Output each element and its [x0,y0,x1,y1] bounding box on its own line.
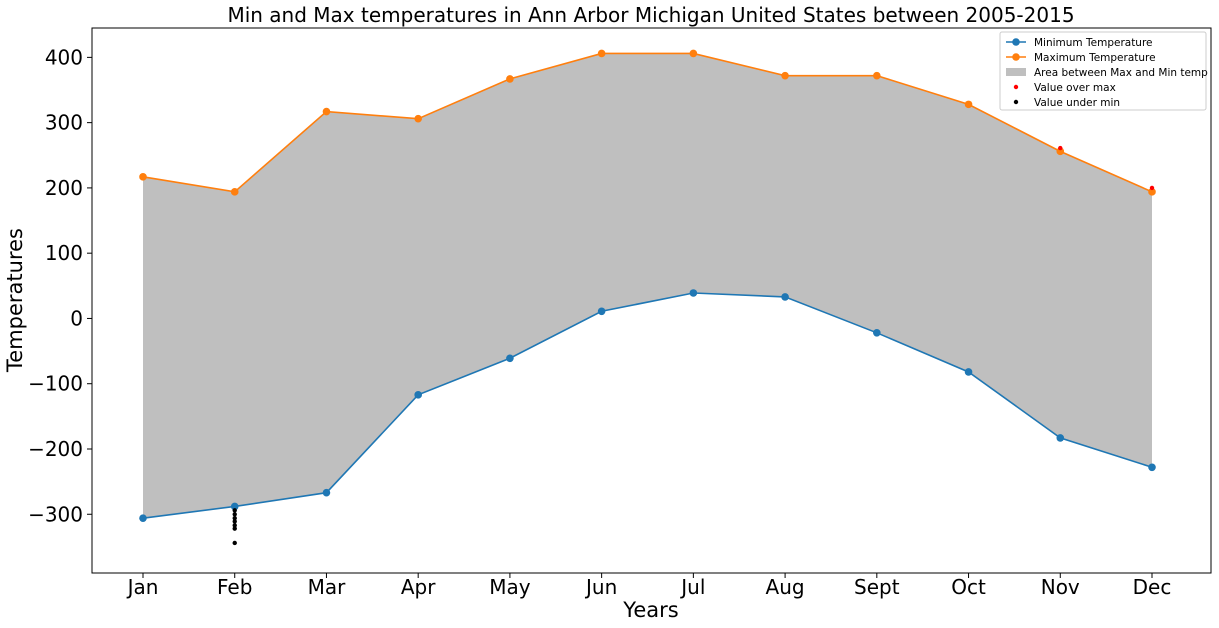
scatter-over-max-1 [1149,185,1155,191]
point-max-mar [322,107,331,116]
point-min-may [506,354,514,363]
legend-marker [1012,53,1020,61]
x-tick-label: Mar [308,575,347,599]
point-min-aug [781,293,789,301]
point-min-jan [139,514,147,522]
scatter-under-min-6 [232,540,237,546]
axis-ticks: Jan Feb Mar Apr May Jun Jul Aug Sept Oct Nov Dec −30… [28,45,1171,599]
y-tick-label: −300 [28,502,83,526]
legend-label: Value under min [1034,97,1120,109]
legend-label: Area between Max and Min temp [1034,67,1208,79]
legend-patch [1006,68,1026,76]
point-min-sept [873,329,881,337]
y-tick-label: −200 [28,437,83,461]
y-axis-label: Temperatures [3,228,27,373]
scatter-under-min-3 [232,519,237,524]
y-tick-label: 0 [70,306,83,330]
series-line-min [142,292,1153,519]
series-line-max [142,52,1153,193]
legend-label: Minimum Temperature [1034,37,1153,49]
legend-min-temperature: Minimum Temperature [1006,37,1153,49]
legend-label: Value over max [1034,82,1116,94]
legend-marker [1012,38,1020,46]
plot-frame [91,27,1212,574]
scatter-under-min-5 [232,526,237,531]
point-max-jan [139,173,147,181]
legend-value-under-min: Value under min [1013,97,1120,109]
point-min-feb [230,502,239,511]
legend-area: Area between Max and Min temp [1006,67,1208,79]
x-tick-label: Sept [854,575,900,599]
point-max-dec [1148,188,1156,196]
x-tick-label: Oct [951,575,986,599]
scatter-under-min-2 [232,515,237,521]
point-min-dec [1148,463,1156,472]
y-tick-label: −100 [28,372,83,396]
y-tick-label: 300 [45,111,83,135]
point-max-aug [781,71,789,80]
point-min-jun [597,307,606,316]
x-axis-label: Years [622,598,678,622]
x-tick-label: Jan [126,575,159,599]
fill-between-area [143,53,1152,519]
legend-box [999,31,1207,111]
legend-label: Maximum Temperature [1034,52,1156,64]
point-max-may [506,75,514,83]
point-max-jun [597,49,606,58]
x-tick-label: Jul [679,575,705,599]
x-tick-label: Dec [1133,575,1172,599]
x-tick-label: May [489,575,531,599]
x-tick-label: Aug [766,575,805,599]
point-min-oct [964,368,973,376]
scatter-over-max-0 [1058,145,1063,151]
point-min-nov [1056,434,1065,442]
point-max-jul [689,49,698,58]
y-tick-label: 200 [45,176,83,200]
chart-title: Min and Max temperatures in Ann Arbor Mi… [227,3,1074,27]
x-tick-label: Feb [217,575,252,599]
y-tick-label: 400 [45,45,83,69]
legend-dot [1013,84,1019,90]
legend-dot [1013,99,1019,105]
plot-area [139,49,1156,546]
point-max-sept [873,71,881,80]
point-max-apr [414,114,422,123]
legend: Minimum Temperature Maximum Temperature Ar… [999,31,1208,111]
x-tick-label: Nov [1041,575,1080,599]
scatter-under-min-4 [232,523,237,528]
point-max-oct [964,100,973,109]
scatter-under-min-0 [232,508,237,513]
x-tick-label: Jun [584,575,617,599]
x-tick-label: Apr [401,575,436,599]
legend-value-over-max: Value over max [1013,82,1116,94]
point-max-feb [230,188,239,196]
point-min-apr [414,391,422,399]
y-tick-label: 100 [45,241,83,265]
point-min-mar [322,488,331,497]
point-min-jul [689,289,698,297]
scatter-under-min-1 [232,512,237,517]
legend-max-temperature: Maximum Temperature [1006,52,1156,64]
point-max-nov [1056,147,1065,156]
